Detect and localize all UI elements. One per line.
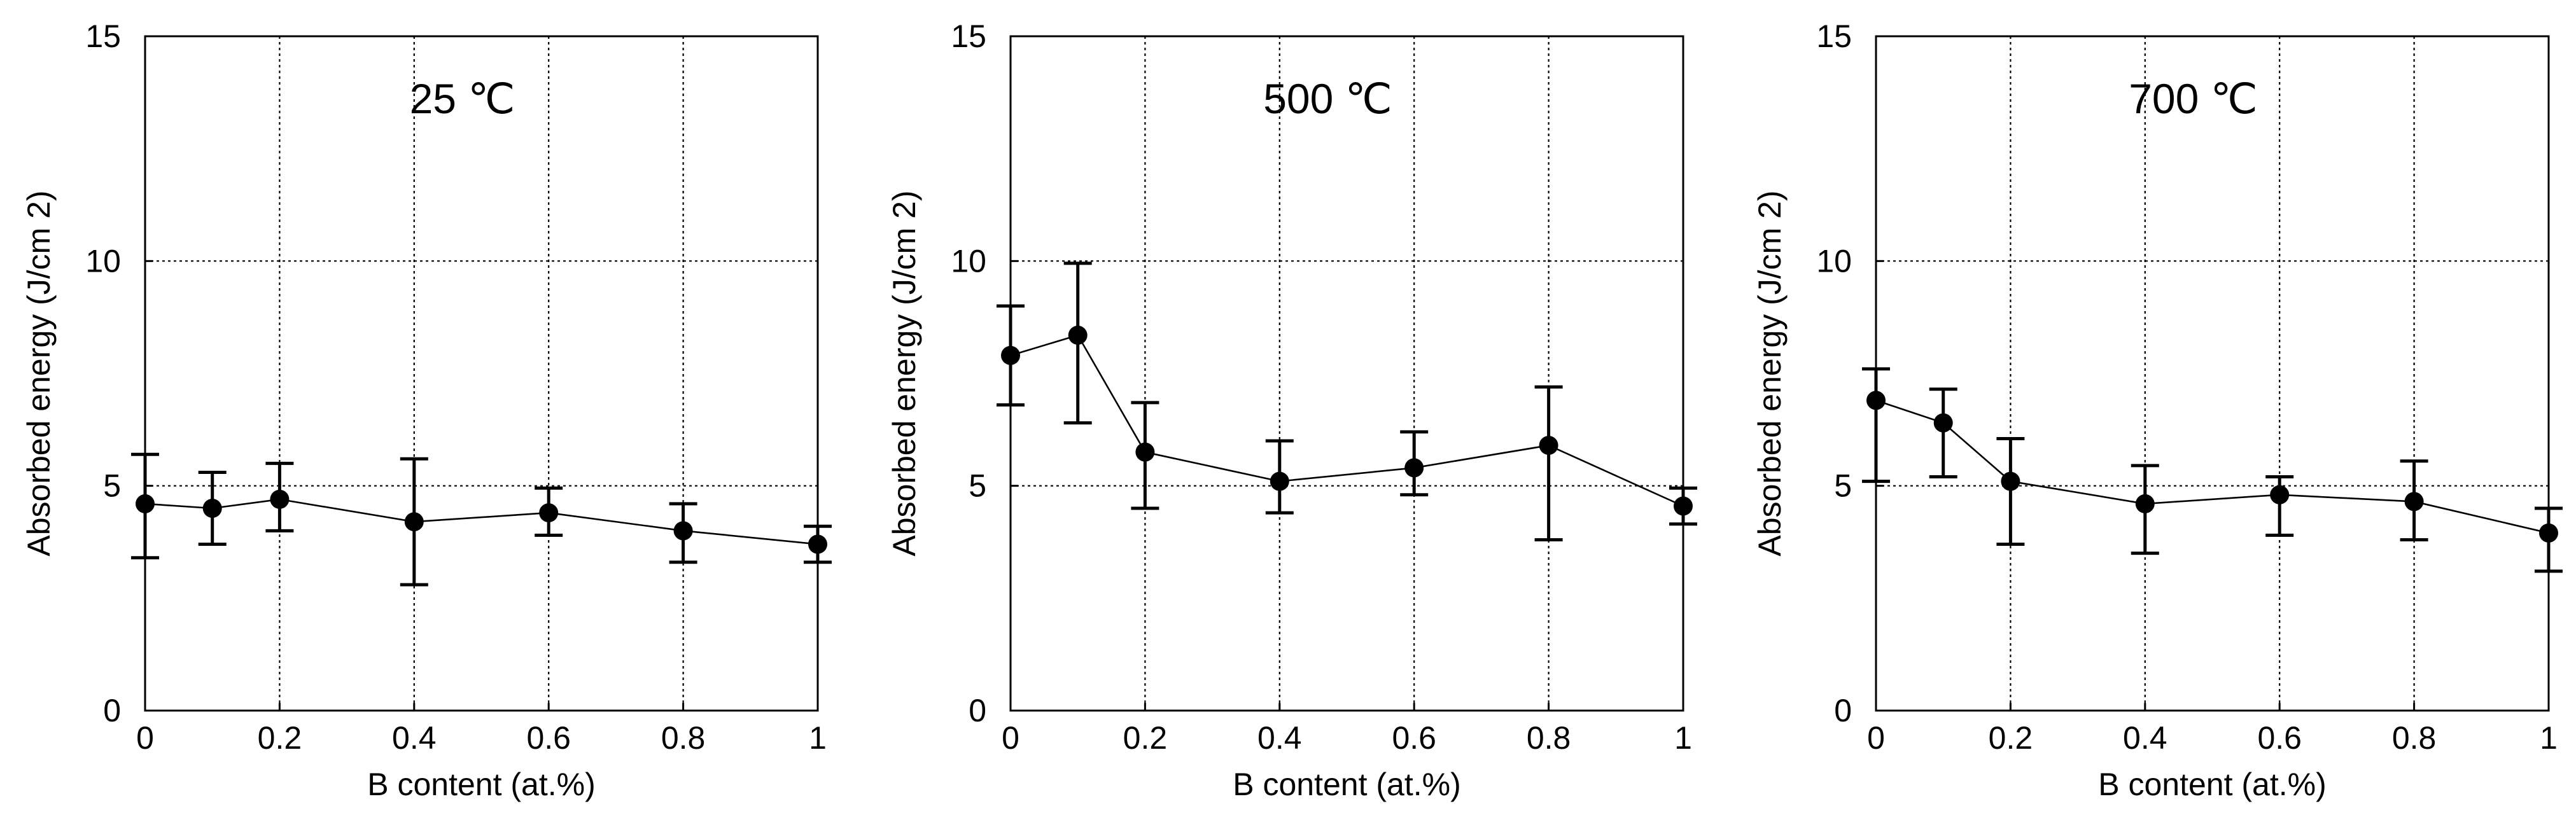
x-tick-label: 0.2 bbox=[1989, 720, 2033, 756]
x-tick-label: 0.2 bbox=[258, 720, 302, 756]
x-tick-label: 0 bbox=[1867, 720, 1885, 756]
chart-panel: 0 5 10 15 0 0.2 0.4 0.6 0.8 1 B content (at.%) Abso… bbox=[1752, 18, 2563, 802]
x-tick-label: 0.4 bbox=[1257, 720, 1302, 756]
x-tick-label: 0.4 bbox=[2123, 720, 2167, 756]
error-bar bbox=[1996, 436, 2025, 546]
x-tick-label: 0.4 bbox=[392, 720, 437, 756]
x-tick-label: 1 bbox=[1674, 720, 1692, 756]
data-point bbox=[202, 499, 222, 518]
x-tick-label: 0 bbox=[136, 720, 154, 756]
error-bar bbox=[1929, 387, 1957, 479]
y-tick-label: 10 bbox=[85, 243, 121, 279]
data-point bbox=[2001, 471, 2020, 491]
y-axis-label: Absorbed energy (J/cm 2) bbox=[21, 190, 57, 556]
x-tick-label: 0.6 bbox=[1392, 720, 1436, 756]
x-axis-label: B content (at.%) bbox=[367, 767, 596, 802]
y-tick-label: 15 bbox=[85, 18, 121, 54]
chart-panel: 0 5 10 15 0 0.2 0.4 0.6 0.8 1 B content (at.%) Abso… bbox=[886, 18, 1697, 802]
data-point bbox=[1674, 496, 1693, 516]
x-axis-label: B content (at.%) bbox=[1233, 767, 1461, 802]
data-point bbox=[136, 494, 155, 513]
data-point bbox=[1539, 436, 1558, 455]
x-tick-label: 1 bbox=[809, 720, 827, 756]
x-tick-label: 0.8 bbox=[2392, 720, 2437, 756]
data-point bbox=[808, 534, 827, 554]
data-point bbox=[1933, 413, 1953, 433]
series-line bbox=[1875, 400, 2549, 534]
x-tick-label: 0.2 bbox=[1123, 720, 1168, 756]
data-point bbox=[1068, 325, 1088, 345]
data-point bbox=[2404, 492, 2424, 511]
data-point bbox=[673, 521, 693, 541]
x-tick-label: 0.8 bbox=[661, 720, 706, 756]
y-tick-label: 15 bbox=[951, 18, 986, 54]
y-tick-label: 0 bbox=[969, 693, 986, 728]
y-tick-label: 5 bbox=[1834, 468, 1852, 504]
data-point bbox=[1135, 442, 1155, 462]
chart-panel: 0 5 10 15 0 0.2 0.4 0.6 0.8 1 B content (at.%) Abso… bbox=[21, 18, 832, 802]
x-tick-label: 0 bbox=[1002, 720, 1019, 756]
y-axis-label: Absorbed energy (J/cm 2) bbox=[886, 190, 922, 556]
temperature-label: 500 ℃ bbox=[1263, 75, 1392, 122]
error-bar bbox=[1862, 367, 1890, 483]
temperature-label: 25 ℃ bbox=[410, 75, 515, 122]
data-point bbox=[2135, 494, 2155, 513]
series-line bbox=[144, 498, 818, 545]
data-point bbox=[1270, 471, 1289, 491]
temperature-label: 700 ℃ bbox=[2129, 75, 2258, 122]
plot-frame bbox=[1009, 35, 1684, 712]
data-point bbox=[270, 489, 290, 509]
data-point bbox=[1866, 391, 1886, 410]
x-tick-label: 1 bbox=[2540, 720, 2558, 756]
data-point bbox=[1001, 345, 1020, 365]
y-axis-label: Absorbed energy (J/cm 2) bbox=[1752, 190, 1788, 556]
plot-frame bbox=[1875, 35, 2550, 712]
x-tick-label: 0.6 bbox=[2257, 720, 2302, 756]
x-tick-label: 0.8 bbox=[1527, 720, 1571, 756]
y-tick-label: 0 bbox=[103, 693, 121, 728]
y-tick-label: 5 bbox=[969, 468, 986, 504]
x-axis-label: B content (at.%) bbox=[2098, 767, 2327, 802]
data-point bbox=[539, 503, 559, 523]
x-tick-label: 0.6 bbox=[526, 720, 571, 756]
y-tick-label: 0 bbox=[1834, 693, 1852, 728]
data-point bbox=[404, 512, 424, 532]
plot-frame bbox=[144, 35, 819, 712]
data-point bbox=[2539, 523, 2558, 543]
y-tick-label: 10 bbox=[951, 243, 986, 279]
series-line bbox=[1010, 334, 1684, 507]
data-point bbox=[2270, 485, 2290, 504]
y-tick-label: 15 bbox=[1816, 18, 1852, 54]
error-bar bbox=[1534, 385, 1563, 541]
y-tick-label: 5 bbox=[103, 468, 121, 504]
y-tick-label: 10 bbox=[1816, 243, 1852, 279]
data-point bbox=[1404, 458, 1424, 478]
